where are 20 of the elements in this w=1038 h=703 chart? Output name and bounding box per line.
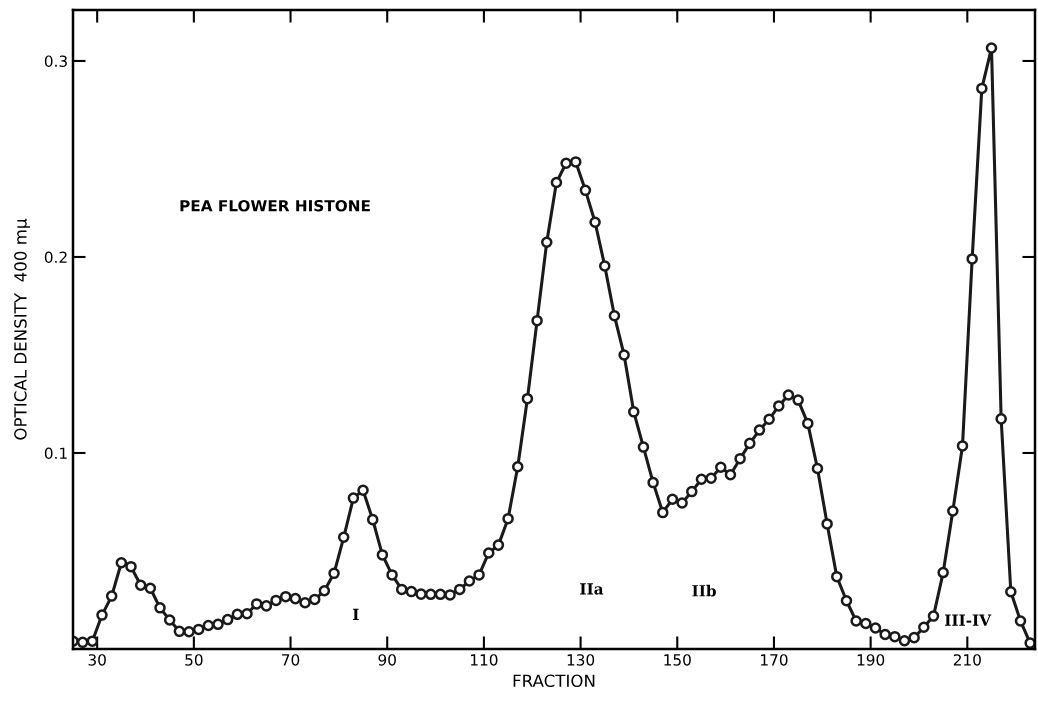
x-tick-label: 210: [953, 654, 981, 666]
x-axis-title: FRACTION: [513, 674, 595, 688]
annotation: IIa: [580, 583, 604, 595]
x-tick-label: 110: [471, 654, 498, 666]
y-tick-label: 0.3: [44, 55, 67, 67]
text: PEA FLOWER HISTONE: [180, 199, 370, 212]
x-tick-label: 170: [761, 654, 788, 666]
x-tick-label: 150: [664, 654, 691, 666]
y-tick-label: 0.2: [44, 251, 67, 263]
x-tick-label: 50: [185, 654, 203, 666]
y-axis-title: OPTICAL DENSITY 400 mμ: [14, 218, 30, 440]
annotation: IIb: [692, 584, 716, 597]
y-tick-label: 0.1: [44, 447, 67, 460]
annotation: I: [352, 608, 359, 620]
x-tick-label: 90: [378, 654, 396, 666]
x-tick-label: 30: [88, 654, 106, 666]
x-tick-label: 70: [282, 654, 300, 666]
x-tick-label: 130: [567, 654, 595, 666]
annotation: III-IV: [944, 614, 992, 626]
x-tick-label: 190: [857, 654, 885, 666]
